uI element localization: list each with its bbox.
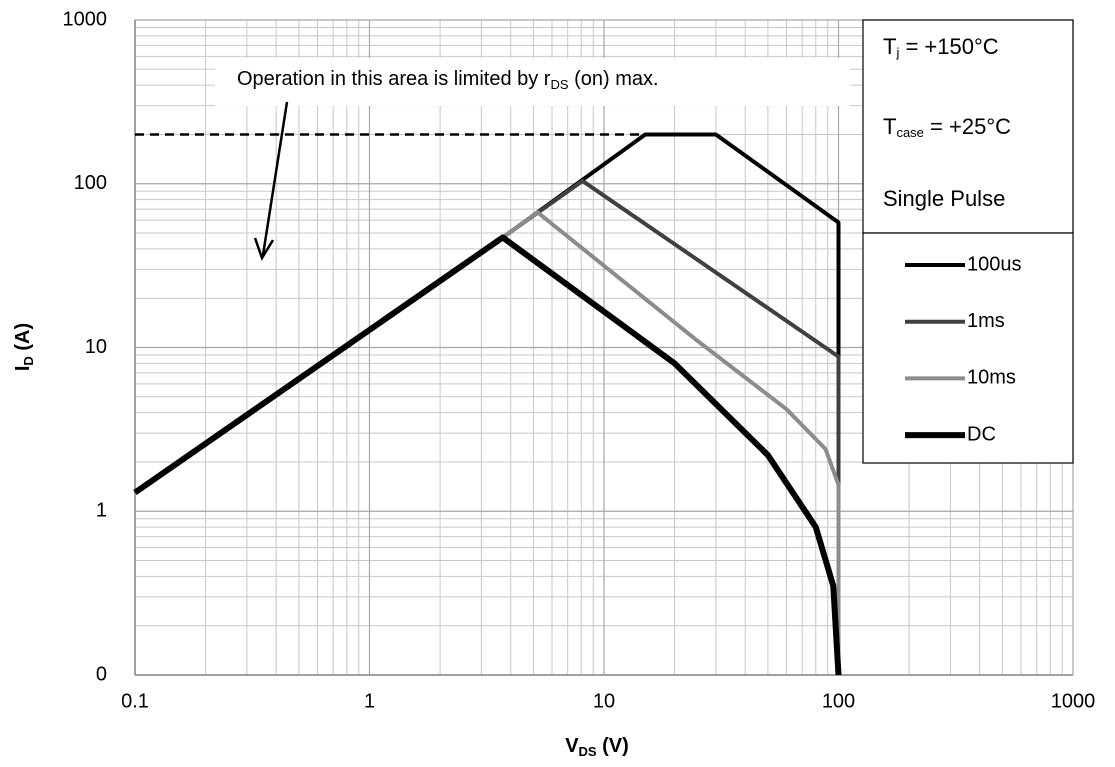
annotation-part: Operation in this area is limited by r [237,68,551,90]
x-tick-label: 1 [364,690,375,712]
x-tick-label: 0.1 [121,690,149,712]
y-axis-label-part: I [12,366,34,372]
x-axis-label-part: V [565,735,579,757]
y-axis-label-part: (A) [12,323,34,356]
condition-part: case [896,125,923,140]
condition-part: Single Pulse [883,186,1005,211]
series-line [501,178,841,675]
annotation-arrow [261,101,289,256]
legend-label: DC [967,423,996,445]
condition: Tj = +150°C [883,34,999,61]
condition: Single Pulse [883,186,1005,211]
condition-part: T [883,34,896,59]
x-axis-label-part: DS [579,744,597,759]
series-line [501,132,841,675]
annotation-part: DS [550,77,568,92]
series-line [501,210,841,675]
legend-label: 10ms [967,367,1016,389]
series-line [133,234,842,676]
legend-label: 1ms [967,310,1005,332]
y-axis-label-part: D [21,356,36,365]
annotation-box [215,58,850,106]
x-tick-label: 100 [822,690,855,712]
conditions-box [862,19,1074,234]
condition-part: j [895,45,899,60]
y-tick-label: 0 [96,663,107,685]
condition-part: T [883,114,896,139]
legend-box [862,232,1074,464]
y-axis-label: ID (A) [12,323,36,371]
y-tick-label: 1 [96,500,107,522]
y-tick-label: 1000 [63,8,108,30]
y-tick-label: 100 [74,172,107,194]
annotation-part: (on) max. [569,68,659,90]
x-tick-label: 1000 [1051,690,1096,712]
x-axis-label: VDS (V) [565,735,629,759]
labels: 0.1 1 10 100 1000 0 1 10 100 1000 100us 1ms 10ms DC Op… [12,8,1095,759]
legend-label: 100us [967,253,1022,275]
annotation: Operation in this area is limited by rDS… [237,68,659,92]
x-axis-label-part: (V) [597,735,629,757]
condition: Tcase = +25°C [883,114,1011,141]
arrow-head [253,237,275,261]
condition-part: = +25°C [924,114,1011,139]
plot-area [133,132,842,676]
x-tick-label: 10 [593,690,615,712]
y-tick-label: 10 [85,336,107,358]
condition-part: = +150°C [899,34,998,59]
